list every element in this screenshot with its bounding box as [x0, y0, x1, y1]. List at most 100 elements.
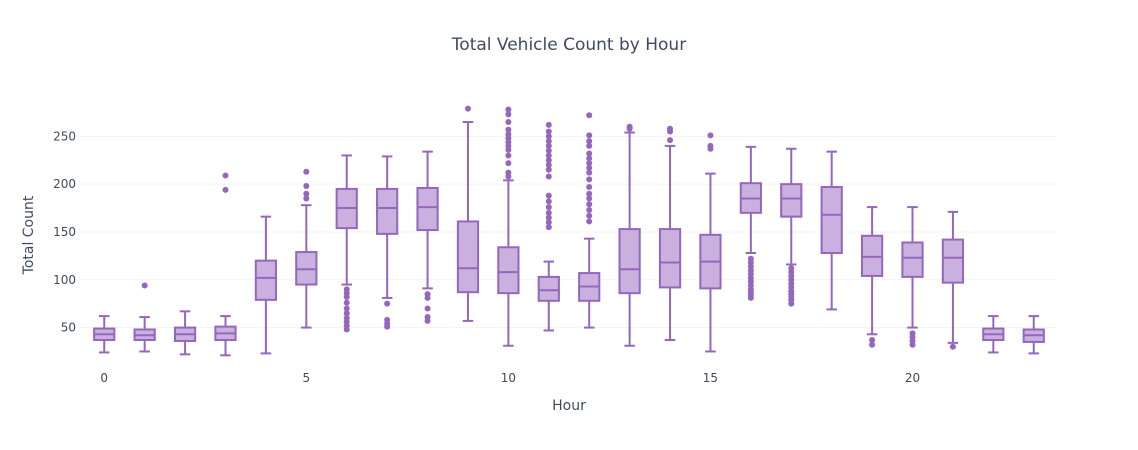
- box-hour-0[interactable]: [93, 315, 116, 354]
- box-hour-11[interactable]: [537, 121, 560, 332]
- outlier-point[interactable]: [505, 131, 512, 138]
- outlier-point[interactable]: [343, 310, 350, 317]
- box-hour-20[interactable]: [901, 206, 924, 348]
- x-axis-title: Hour: [552, 398, 586, 414]
- box-hour-4[interactable]: [254, 215, 278, 355]
- outlier-point[interactable]: [586, 218, 593, 225]
- iqr-box: [254, 259, 278, 301]
- outlier-point[interactable]: [505, 106, 512, 113]
- box-hour-8[interactable]: [416, 150, 439, 324]
- box-hour-5[interactable]: [295, 168, 318, 329]
- outlier-point[interactable]: [788, 265, 795, 272]
- outlier-point[interactable]: [545, 219, 552, 226]
- box-hour-22[interactable]: [982, 315, 1005, 354]
- outlier-point[interactable]: [505, 169, 512, 176]
- outlier-point[interactable]: [586, 184, 593, 191]
- outlier-point[interactable]: [343, 286, 350, 293]
- outlier-point[interactable]: [586, 132, 593, 139]
- outlier-point[interactable]: [303, 183, 310, 190]
- box-hour-2[interactable]: [173, 310, 197, 356]
- outlier-point[interactable]: [586, 160, 593, 167]
- box-hour-23[interactable]: [1022, 315, 1045, 355]
- outlier-point[interactable]: [545, 133, 552, 140]
- outlier-point[interactable]: [545, 192, 552, 199]
- outlier-point[interactable]: [424, 314, 431, 321]
- outlier-point[interactable]: [626, 123, 633, 130]
- outlier-point[interactable]: [545, 138, 552, 145]
- outlier-point[interactable]: [545, 128, 552, 135]
- outlier-point[interactable]: [586, 112, 593, 119]
- outlier-point[interactable]: [222, 172, 229, 179]
- box-hour-9[interactable]: [456, 105, 480, 322]
- box-hour-12[interactable]: [578, 112, 601, 329]
- iqr-box: [820, 186, 843, 254]
- outlier-point[interactable]: [586, 155, 593, 162]
- outlier-point[interactable]: [707, 142, 714, 149]
- outlier-point[interactable]: [545, 198, 552, 205]
- box-hour-14[interactable]: [658, 125, 682, 342]
- outlier-point[interactable]: [343, 305, 350, 312]
- box-hour-15[interactable]: [699, 132, 722, 353]
- outlier-point[interactable]: [586, 164, 593, 171]
- outlier-point[interactable]: [545, 157, 552, 164]
- outlier-point[interactable]: [505, 126, 512, 133]
- outlier-point[interactable]: [586, 169, 593, 176]
- outlier-point[interactable]: [667, 125, 674, 132]
- outlier-point[interactable]: [545, 214, 552, 221]
- outlier-point[interactable]: [586, 195, 593, 202]
- outlier-point[interactable]: [464, 105, 471, 112]
- outlier-point[interactable]: [384, 300, 391, 307]
- box-hour-10[interactable]: [497, 106, 520, 347]
- outlier-point[interactable]: [586, 212, 593, 219]
- outlier-point[interactable]: [545, 121, 552, 128]
- outlier-point[interactable]: [505, 152, 512, 159]
- outlier-point[interactable]: [343, 315, 350, 322]
- outlier-point[interactable]: [545, 173, 552, 180]
- box-hour-6[interactable]: [335, 154, 358, 333]
- outlier-point[interactable]: [505, 111, 512, 118]
- box-hour-7[interactable]: [376, 155, 399, 330]
- outlier-point[interactable]: [586, 176, 593, 183]
- boxes: [93, 105, 1045, 357]
- outlier-point[interactable]: [303, 190, 310, 197]
- outlier-point[interactable]: [707, 132, 714, 139]
- outlier-point[interactable]: [343, 299, 350, 306]
- box-hour-1[interactable]: [133, 282, 156, 353]
- outlier-point[interactable]: [384, 316, 391, 323]
- outlier-point[interactable]: [586, 206, 593, 213]
- outlier-point[interactable]: [545, 162, 552, 169]
- outlier-point[interactable]: [949, 343, 956, 350]
- outlier-point[interactable]: [909, 330, 916, 337]
- outlier-point[interactable]: [545, 209, 552, 216]
- box-hour-18[interactable]: [820, 150, 843, 311]
- outlier-point[interactable]: [869, 337, 876, 344]
- box-hour-3[interactable]: [214, 172, 237, 357]
- outlier-point[interactable]: [505, 118, 512, 125]
- outlier-point[interactable]: [586, 150, 593, 157]
- outlier-point[interactable]: [545, 147, 552, 154]
- outlier-point[interactable]: [545, 204, 552, 211]
- outlier-point[interactable]: [586, 142, 593, 149]
- box-hour-17[interactable]: [780, 147, 803, 307]
- outlier-point[interactable]: [303, 195, 310, 202]
- outlier-point[interactable]: [545, 152, 552, 159]
- outlier-point[interactable]: [545, 224, 552, 231]
- outlier-point[interactable]: [303, 168, 310, 175]
- box-hour-13[interactable]: [618, 123, 641, 347]
- outlier-point[interactable]: [586, 138, 593, 145]
- outlier-point[interactable]: [141, 282, 148, 289]
- outlier-point[interactable]: [586, 190, 593, 197]
- outlier-point[interactable]: [424, 305, 431, 312]
- outlier-point[interactable]: [869, 341, 876, 348]
- outlier-point[interactable]: [222, 186, 229, 193]
- outlier-point[interactable]: [545, 142, 552, 149]
- outlier-point[interactable]: [505, 160, 512, 167]
- outlier-point[interactable]: [424, 291, 431, 298]
- outlier-point[interactable]: [747, 255, 754, 262]
- outlier-point[interactable]: [586, 201, 593, 208]
- box-hour-16[interactable]: [739, 145, 762, 301]
- outlier-point[interactable]: [667, 137, 674, 144]
- box-hour-21[interactable]: [941, 210, 965, 350]
- outlier-point[interactable]: [545, 166, 552, 173]
- box-hour-19[interactable]: [860, 206, 884, 348]
